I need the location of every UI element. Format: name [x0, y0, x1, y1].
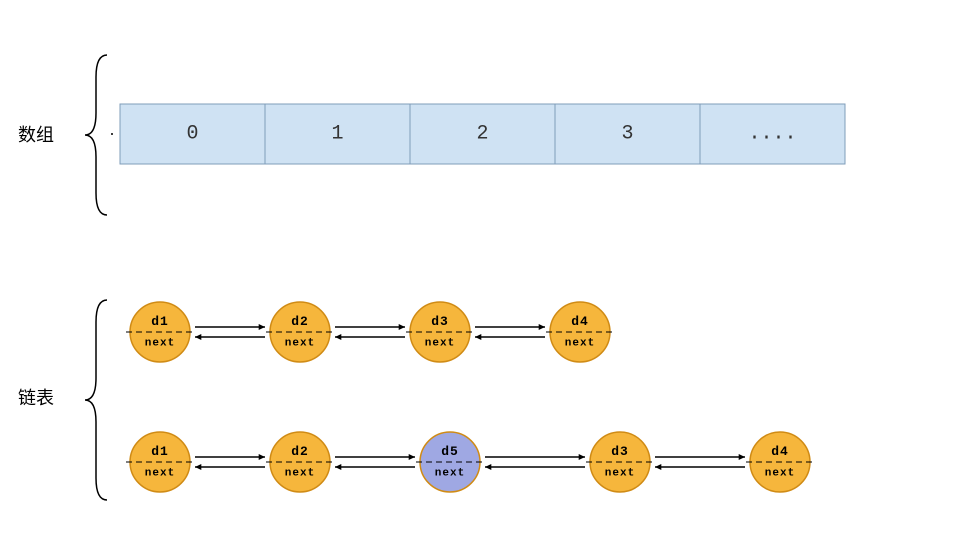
array-cells: 0 1 2 3....: [120, 104, 845, 164]
linked-node: d2 next: [266, 432, 334, 492]
array-cell-value: 3: [621, 123, 633, 146]
linked-node: d3 next: [406, 302, 474, 362]
arrow-head: [259, 454, 265, 460]
array-cell-value: 1: [331, 123, 343, 146]
arrow-head: [335, 334, 341, 340]
node-next: next: [425, 337, 455, 349]
node-id: d1: [151, 314, 169, 329]
arrow-head: [409, 454, 415, 460]
node-id: d5: [441, 444, 459, 459]
node-id: d2: [291, 444, 309, 459]
node-next: next: [565, 337, 595, 349]
arrow-head: [485, 464, 491, 470]
arrow-head: [539, 324, 545, 330]
arrow-head: [739, 454, 745, 460]
arrow-head: [655, 464, 661, 470]
linked-node: d4 next: [546, 302, 614, 362]
linked-node: d1 next: [126, 302, 194, 362]
arrow-backward: [335, 464, 415, 470]
node-next: next: [285, 467, 315, 479]
linked-node: d4 next: [746, 432, 814, 492]
arrow-backward: [475, 334, 545, 340]
arrow-head: [579, 454, 585, 460]
arrow-forward: [195, 454, 265, 460]
array-label: 数组: [18, 125, 54, 145]
node-next: next: [145, 467, 175, 479]
arrow-backward: [195, 334, 265, 340]
node-id: d4: [571, 314, 589, 329]
node-id: d1: [151, 444, 169, 459]
linked-node: d3 next: [586, 432, 654, 492]
node-id: d3: [611, 444, 629, 459]
node-next: next: [435, 467, 465, 479]
node-id: d4: [771, 444, 789, 459]
arrow-forward: [195, 324, 265, 330]
linked-brace: [85, 300, 107, 500]
arrow-forward: [335, 324, 405, 330]
linked-label: 链表: [18, 388, 54, 408]
arrow-head: [195, 334, 201, 340]
arrow-head: [259, 324, 265, 330]
array-cell-value: ....: [748, 123, 796, 146]
arrow-forward: [485, 454, 585, 460]
arrow-backward: [655, 464, 745, 470]
array-cell-value: 2: [476, 123, 488, 146]
arrow-forward: [655, 454, 745, 460]
arrow-forward: [475, 324, 545, 330]
array-brace: [85, 55, 107, 215]
node-next: next: [605, 467, 635, 479]
array-cell-value: 0: [186, 123, 198, 146]
arrow-forward: [335, 454, 415, 460]
arrow-head: [399, 324, 405, 330]
array-leading-dot: [111, 133, 113, 135]
linked-node: d2 next: [266, 302, 334, 362]
node-id: d2: [291, 314, 309, 329]
arrow-head: [475, 334, 481, 340]
arrow-backward: [485, 464, 585, 470]
arrow-backward: [195, 464, 265, 470]
node-next: next: [285, 337, 315, 349]
arrow-head: [335, 464, 341, 470]
linked-node: d5 next: [416, 432, 484, 492]
arrow-head: [195, 464, 201, 470]
node-next: next: [145, 337, 175, 349]
node-next: next: [765, 467, 795, 479]
linked-node: d1 next: [126, 432, 194, 492]
arrow-backward: [335, 334, 405, 340]
node-id: d3: [431, 314, 449, 329]
